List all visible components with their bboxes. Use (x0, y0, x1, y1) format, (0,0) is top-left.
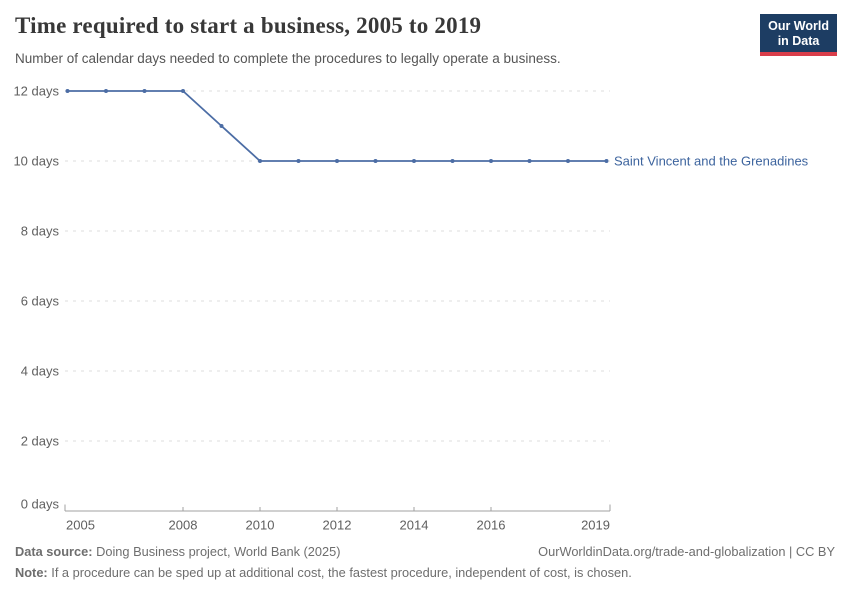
series-label: Saint Vincent and the Grenadines (614, 154, 809, 169)
y-tick-label: 2 days (21, 434, 60, 449)
x-tick-label: 2016 (477, 518, 506, 533)
data-point (65, 89, 70, 93)
footer-note-text: If a procedure can be sped up at additio… (51, 565, 632, 581)
data-point (527, 159, 532, 163)
owid-logo-line2: in Data (777, 33, 820, 48)
x-tick-label: 2005 (66, 518, 95, 533)
data-point (142, 89, 147, 93)
footer-note-label: Note: (15, 565, 48, 581)
x-tick-label: 2019 (581, 518, 610, 533)
data-point (181, 89, 185, 93)
footer-note: Note: If a procedure can be sped up at a… (15, 564, 835, 581)
data-point (373, 159, 378, 163)
chart-subtitle: Number of calendar days needed to comple… (15, 51, 561, 66)
data-point (450, 159, 455, 163)
y-tick-label: 10 days (13, 154, 59, 169)
data-point (104, 89, 108, 93)
data-source: Data source: Doing Business project, Wor… (15, 543, 341, 560)
y-tick-label: 6 days (21, 294, 60, 309)
y-tick-label: 12 days (13, 84, 59, 99)
data-point (258, 159, 262, 163)
attribution-link[interactable]: OurWorldinData.org/trade-and-globalizati… (538, 544, 835, 559)
data-source-label: Data source: (15, 544, 93, 559)
x-tick-label: 2008 (169, 518, 198, 533)
y-tick-label: 8 days (21, 224, 60, 239)
x-tick-label: 2014 (400, 518, 429, 533)
owid-logo-line1: Our World (768, 19, 829, 33)
data-line (67, 90, 607, 162)
data-point (335, 159, 339, 163)
owid-logo[interactable]: Our World in Data (760, 14, 837, 56)
data-point (296, 159, 301, 163)
data-point (412, 159, 416, 163)
x-tick-label: 2012 (323, 518, 352, 533)
y-tick-label: 0 days (21, 497, 60, 512)
data-point (219, 124, 224, 128)
chart-footer: Data source: Doing Business project, Wor… (15, 543, 835, 582)
y-tick-label: 4 days (21, 364, 60, 379)
x-tick-label: 2010 (246, 518, 275, 533)
page-title: Time required to start a business, 2005 … (15, 13, 482, 38)
data-source-text: Doing Business project, World Bank (2025… (96, 544, 341, 559)
data-point (489, 159, 493, 163)
data-point (566, 159, 570, 163)
data-point (604, 159, 609, 163)
